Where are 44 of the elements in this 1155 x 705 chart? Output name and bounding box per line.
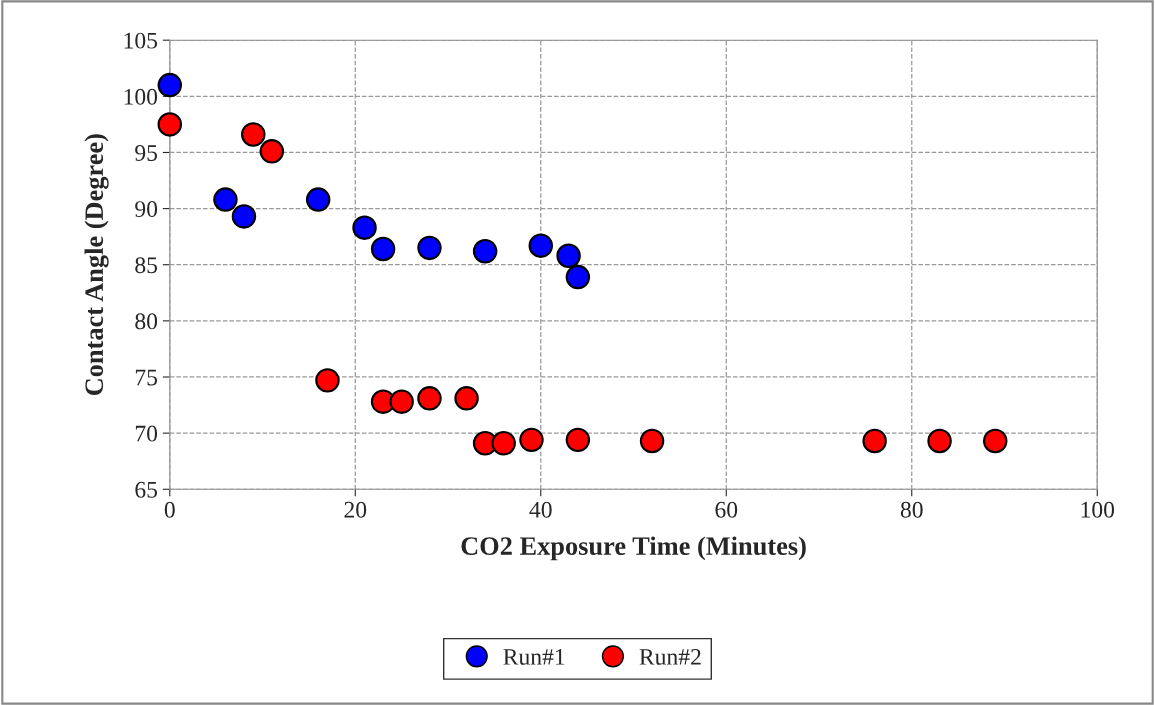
x-tick-label: 40 bbox=[529, 501, 552, 518]
y-tick-label: 65 bbox=[135, 481, 158, 498]
y-tick-label: 90 bbox=[135, 201, 158, 218]
point bbox=[528, 233, 554, 258]
point bbox=[389, 389, 414, 414]
point bbox=[259, 139, 285, 164]
point bbox=[454, 386, 479, 411]
x-tick-label: 100 bbox=[1081, 501, 1115, 518]
point bbox=[157, 72, 183, 98]
y-tick-label: 70 bbox=[135, 425, 158, 442]
x-tick-label: 80 bbox=[900, 501, 923, 518]
point bbox=[315, 368, 340, 393]
y-tick-label: 95 bbox=[135, 145, 158, 161]
y-tick-label: 85 bbox=[135, 257, 158, 274]
point bbox=[157, 112, 183, 137]
point bbox=[472, 239, 498, 264]
point bbox=[982, 428, 1008, 454]
x-tick-label: 60 bbox=[715, 501, 738, 518]
point bbox=[491, 431, 516, 456]
x-tick-label: 0 bbox=[164, 501, 175, 518]
point bbox=[519, 427, 544, 453]
point bbox=[370, 236, 396, 262]
point bbox=[417, 235, 442, 261]
point bbox=[305, 187, 331, 212]
point bbox=[231, 204, 257, 229]
point bbox=[565, 264, 591, 290]
point bbox=[556, 243, 581, 268]
y-tick-label: 100 bbox=[124, 88, 158, 105]
point bbox=[565, 427, 591, 453]
y-tick-label: 80 bbox=[135, 313, 158, 330]
point bbox=[927, 428, 952, 454]
point bbox=[417, 386, 442, 411]
point bbox=[862, 428, 887, 454]
legend-label: Run#1 bbox=[503, 649, 565, 665]
point bbox=[241, 122, 266, 147]
y-axis-title: Contact Angle (Degree) bbox=[84, 134, 109, 396]
x-tick-label: 20 bbox=[344, 501, 367, 518]
point bbox=[639, 428, 665, 454]
legend-label: Run#2 bbox=[639, 648, 701, 665]
point bbox=[352, 215, 377, 240]
x-axis-title: CO2 Exposure Time (Minutes) bbox=[461, 536, 806, 561]
y-tick-label: 105 bbox=[124, 32, 158, 49]
point bbox=[213, 187, 238, 212]
y-tick-label: 75 bbox=[135, 369, 158, 386]
